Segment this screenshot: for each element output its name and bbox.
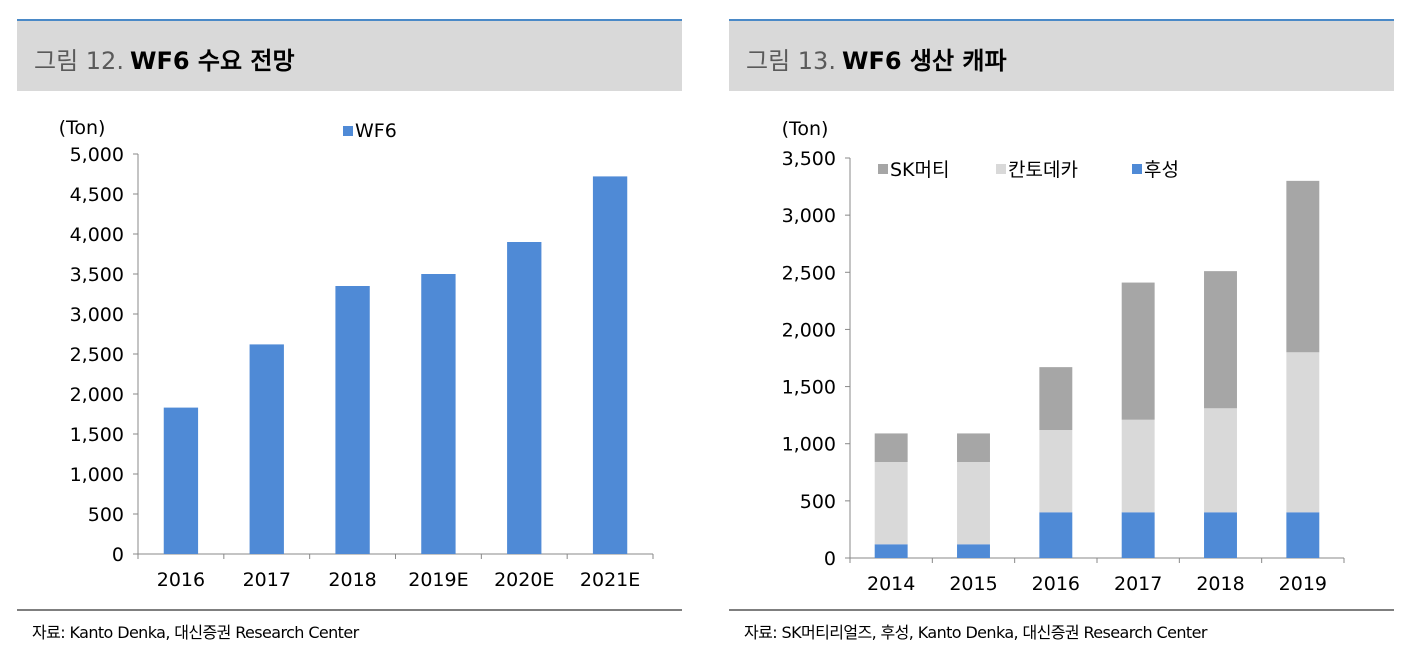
figure-title: 그림 13. WF6 생산 캐파 xyxy=(746,41,1007,76)
y-tick-label: 2,500 xyxy=(70,344,124,366)
bar xyxy=(957,433,990,462)
bar xyxy=(957,462,990,545)
y-tick-label: 4,500 xyxy=(70,184,124,206)
y-tick-label: 500 xyxy=(800,491,836,513)
bar xyxy=(874,433,908,462)
y-tick-label: 1,000 xyxy=(70,464,124,486)
bar xyxy=(957,544,990,558)
legend-label: WF6 xyxy=(355,120,397,142)
figure-title-text: WF6 수요 전망 xyxy=(129,47,295,75)
y-tick-label: 2,000 xyxy=(70,384,124,406)
x-tick-label: 2016 xyxy=(1032,573,1080,595)
y-tick-label: 1,500 xyxy=(782,377,836,399)
figure-number: 그림 13. xyxy=(746,47,836,75)
bar xyxy=(592,176,628,554)
bar xyxy=(421,274,456,554)
unit-label: (Ton) xyxy=(782,118,829,140)
bar xyxy=(1039,512,1073,558)
left-figure-panel: 그림 12. WF6 수요 전망 0 500 1,000 1,500 2,000 2,500… xyxy=(17,0,682,666)
unit-label: (Ton) xyxy=(59,117,106,139)
bar xyxy=(874,544,908,558)
source-note: 자료: SK머티리얼즈, 후성, Kanto Denka, 대신증권 Resea… xyxy=(744,623,1207,642)
bar xyxy=(1286,180,1320,353)
wf6-capacity-stacked-bar-chart: 0 500 1,000 1,500 2,000 2,500 3,000 3,500 2014 20… xyxy=(782,118,1345,595)
y-tick-label: 3,500 xyxy=(782,148,836,170)
source-note: 자료: Kanto Denka, 대신증권 Research Center xyxy=(32,623,359,642)
bar xyxy=(1204,512,1237,558)
bar xyxy=(1121,512,1155,558)
y-tick-label: 4,000 xyxy=(70,224,124,246)
x-tick-label: 2017 xyxy=(243,569,291,591)
bar xyxy=(1286,512,1320,558)
legend-swatch xyxy=(878,164,888,174)
figure-title-bar: 그림 12. WF6 수요 전망 xyxy=(17,19,682,91)
y-tick-label: 2,000 xyxy=(782,319,836,341)
wf6-demand-bar-chart: 0 500 1,000 1,500 2,000 2,500 3,000 3,500 4,000 4… xyxy=(59,117,654,591)
bottom-rule xyxy=(729,609,1394,611)
bar xyxy=(1039,367,1073,430)
bar xyxy=(507,242,542,554)
y-tick-label: 1,000 xyxy=(782,434,836,456)
legend-swatch xyxy=(343,126,353,136)
figure-number: 그림 12. xyxy=(34,47,124,75)
bar xyxy=(1204,408,1237,513)
y-tick-label: 0 xyxy=(112,544,124,566)
x-tick-label: 2021E xyxy=(580,569,640,591)
x-tick-label: 2019 xyxy=(1279,573,1327,595)
bar xyxy=(1121,419,1155,513)
bar xyxy=(1039,430,1073,513)
legend-label: 칸토데카 xyxy=(1008,159,1078,181)
x-tick-label: 2020E xyxy=(494,569,554,591)
figure-title-text: WF6 생산 캐파 xyxy=(841,47,1007,75)
legend-swatch xyxy=(1132,164,1142,174)
legend-swatch xyxy=(996,164,1006,174)
x-tick-label: 2018 xyxy=(328,569,376,591)
bar xyxy=(874,462,908,545)
y-tick-label: 5,000 xyxy=(70,144,124,166)
y-tick-label: 3,500 xyxy=(70,264,124,286)
y-tick-label: 3,000 xyxy=(782,205,836,227)
bar xyxy=(163,407,199,554)
bar xyxy=(335,286,370,554)
y-tick-label: 0 xyxy=(824,548,836,570)
figure-title: 그림 12. WF6 수요 전망 xyxy=(34,41,295,76)
x-tick-label: 2015 xyxy=(949,573,997,595)
bar xyxy=(1121,282,1155,420)
bar xyxy=(1204,271,1237,409)
x-tick-label: 2017 xyxy=(1114,573,1162,595)
figure-title-bar: 그림 13. WF6 생산 캐파 xyxy=(729,19,1394,91)
y-tick-label: 2,500 xyxy=(782,262,836,284)
x-tick-label: 2016 xyxy=(157,569,205,591)
y-tick-label: 1,500 xyxy=(70,424,124,446)
y-tick-label: 500 xyxy=(88,504,124,526)
legend-label: 후성 xyxy=(1144,159,1179,181)
bottom-rule xyxy=(17,609,682,611)
y-tick-label: 3,000 xyxy=(70,304,124,326)
x-tick-label: 2014 xyxy=(867,573,915,595)
bar xyxy=(249,344,284,554)
right-figure-panel: 그림 13. WF6 생산 캐파 0 500 1,000 1,500 2,000 2,500… xyxy=(729,0,1394,666)
bar xyxy=(1286,352,1320,513)
x-tick-label: 2019E xyxy=(408,569,468,591)
legend-label: SK머티 xyxy=(890,159,949,181)
x-tick-label: 2018 xyxy=(1196,573,1244,595)
